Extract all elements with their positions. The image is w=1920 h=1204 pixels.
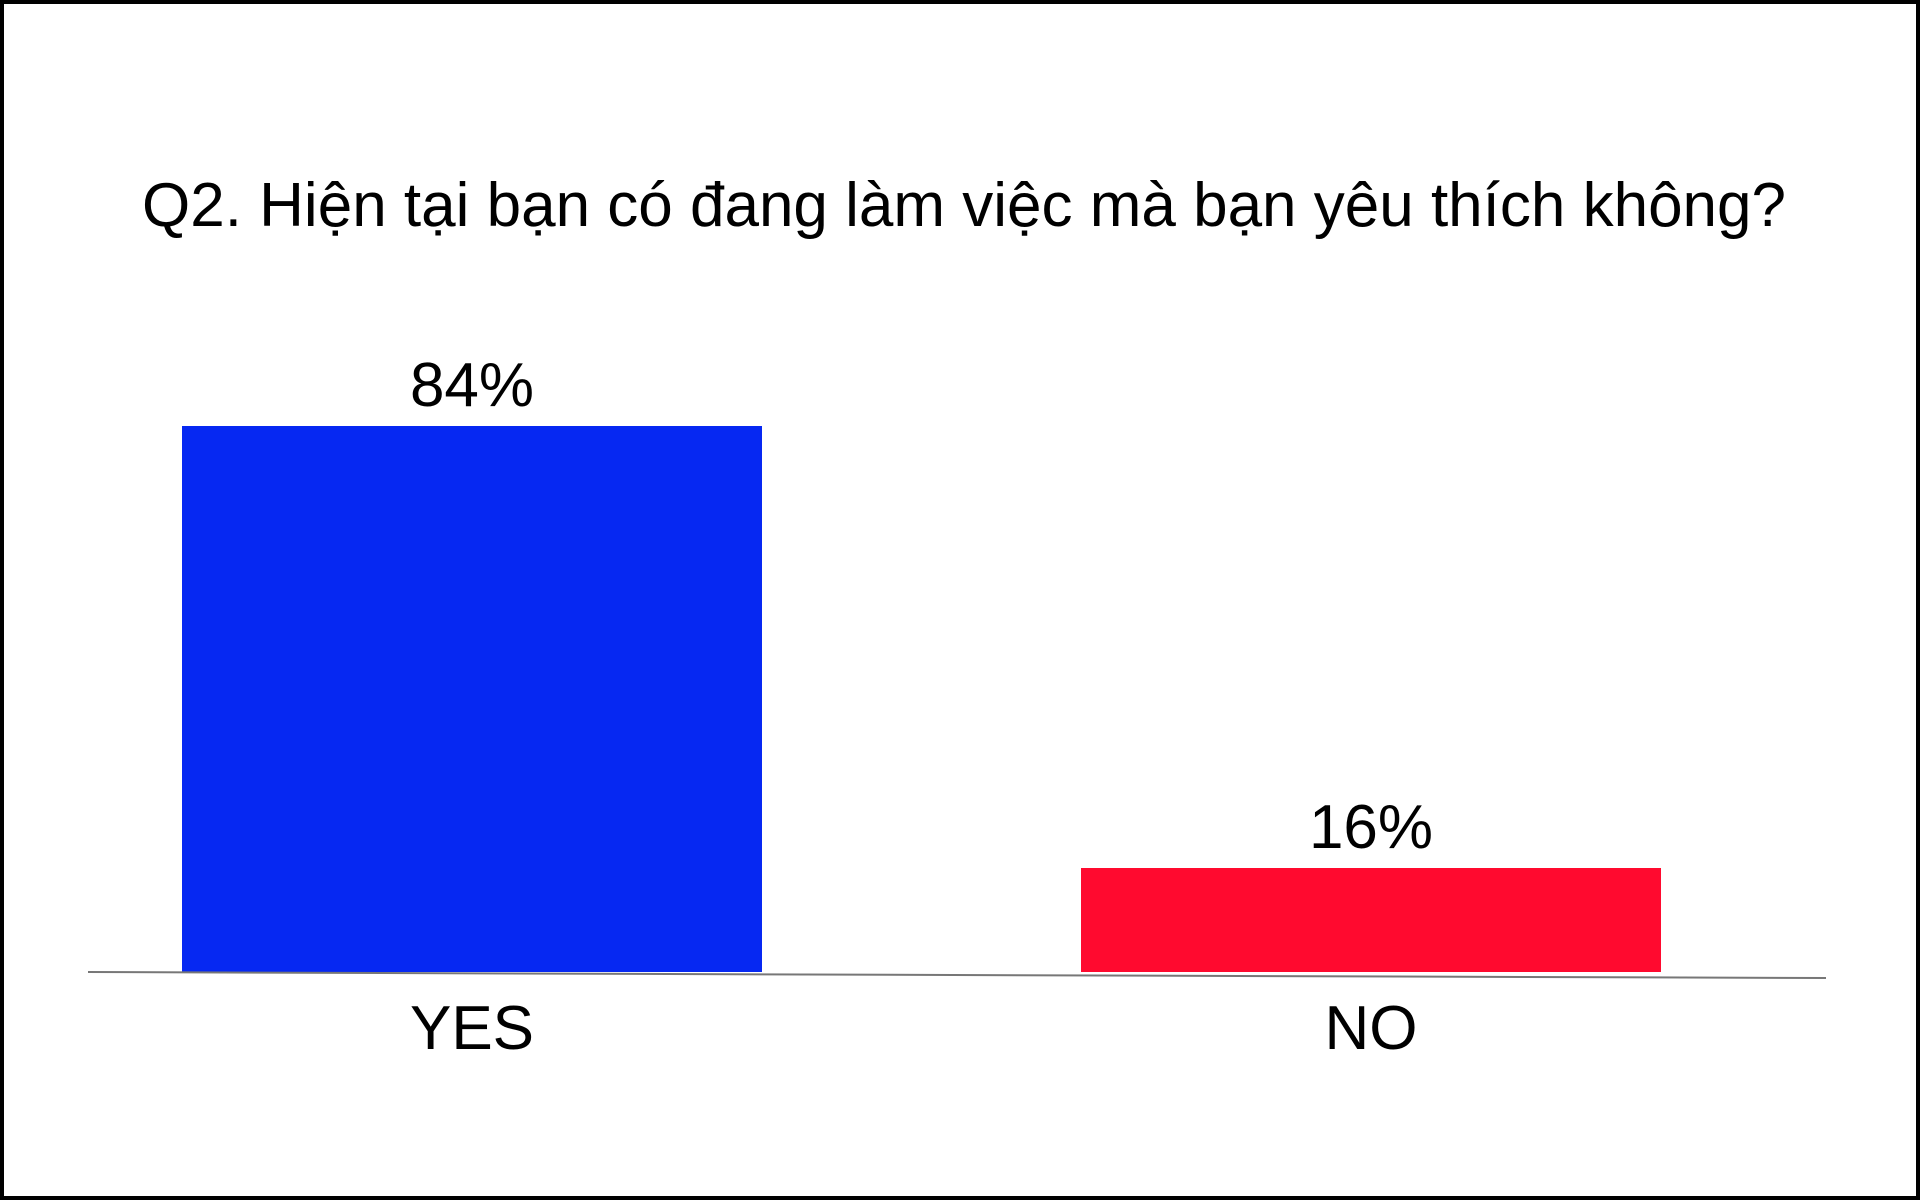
category-label-yes: YES — [410, 994, 534, 1063]
value-label-no: 16% — [1309, 793, 1433, 862]
bar-no — [1081, 868, 1661, 972]
chart-title: Q2. Hiện tại bạn có đang làm việc mà bạn… — [142, 171, 1786, 240]
bars-group: 84% YES 16% NO — [182, 351, 1661, 1063]
x-axis-baseline — [87, 971, 1827, 979]
bar-chart: Q2. Hiện tại bạn có đang làm việc mà bạn… — [87, 171, 1827, 1063]
category-label-no: NO — [1325, 994, 1418, 1063]
value-label-yes: 84% — [410, 351, 534, 420]
bar-yes — [182, 426, 762, 972]
